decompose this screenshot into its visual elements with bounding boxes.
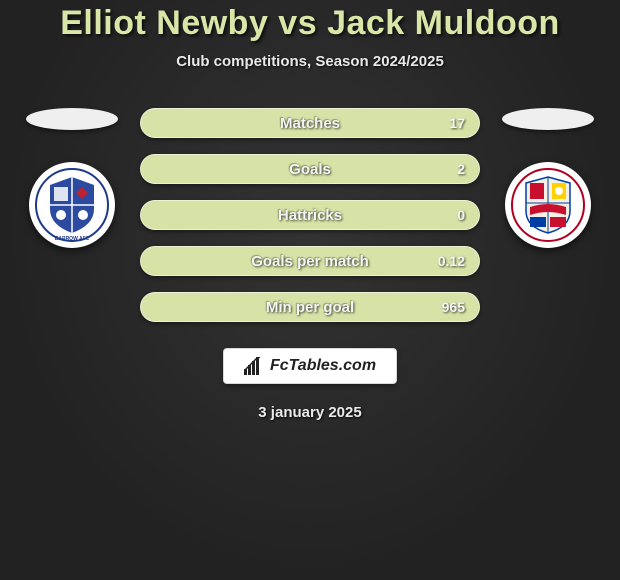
date-text: 3 january 2025 <box>258 404 361 421</box>
svg-text:BARROW AFC: BARROW AFC <box>55 236 90 242</box>
stat-label: Goals <box>289 161 331 178</box>
bar-chart-icon <box>244 357 264 375</box>
stat-value-right: 965 <box>442 299 465 315</box>
stat-value-right: 0.12 <box>438 253 465 269</box>
left-club-crest: BARROW AFC <box>29 162 115 248</box>
barrow-crest-icon: BARROW AFC <box>34 167 110 243</box>
stat-row: Goals 2 <box>140 154 480 184</box>
stat-value-right: 2 <box>457 161 465 177</box>
right-player-tag <box>502 108 594 130</box>
subtitle: Club competitions, Season 2024/2025 <box>176 53 444 70</box>
left-side: BARROW AFC <box>22 108 122 248</box>
page-title: Elliot Newby vs Jack Muldoon <box>60 4 560 43</box>
harrogate-crest-icon <box>510 167 586 243</box>
stat-label: Hattricks <box>278 207 342 224</box>
stat-row: Min per goal 965 <box>140 292 480 322</box>
brand-badge: FcTables.com <box>223 348 397 384</box>
stat-label: Goals per match <box>251 253 369 270</box>
comparison-row: BARROW AFC Matches 17 Goals 2 Hattricks … <box>0 108 620 322</box>
stat-value-right: 0 <box>457 207 465 223</box>
stat-row: Matches 17 <box>140 108 480 138</box>
stat-label: Matches <box>280 115 340 132</box>
stat-label: Min per goal <box>266 299 354 316</box>
stat-row: Hattricks 0 <box>140 200 480 230</box>
stat-row: Goals per match 0.12 <box>140 246 480 276</box>
stats-column: Matches 17 Goals 2 Hattricks 0 Goals per… <box>140 108 480 322</box>
brand-text: FcTables.com <box>270 357 376 375</box>
right-side <box>498 108 598 248</box>
right-club-crest <box>505 162 591 248</box>
left-player-tag <box>26 108 118 130</box>
stat-value-right: 17 <box>449 115 465 131</box>
